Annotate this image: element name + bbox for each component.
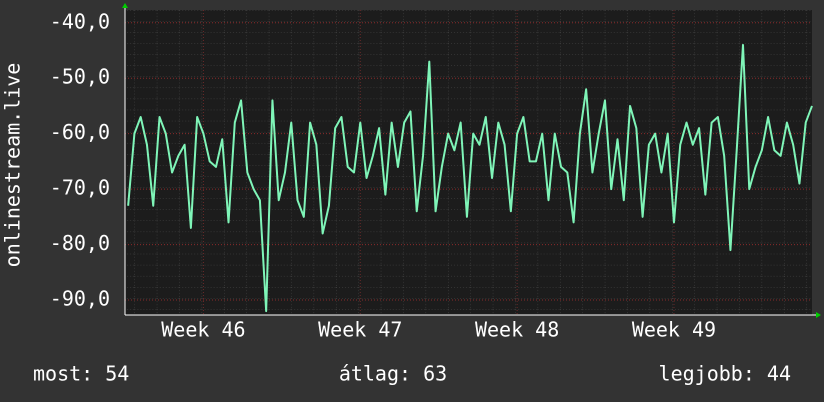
y-axis-arrow [122, 3, 128, 8]
footer-average: átlag: 63 [339, 362, 447, 386]
x-tick-label: Week 49 [632, 318, 716, 342]
y-tick-label: -70,0 [50, 176, 110, 200]
y-tick-label: -60,0 [50, 120, 110, 144]
x-tick-label: Week 48 [475, 318, 559, 342]
x-axis-arrow [816, 312, 821, 318]
footer-best: legjobb: 44 [659, 362, 791, 386]
minor-grid [125, 10, 812, 315]
y-axis-label: onlinestream.live [1, 63, 25, 268]
footer-most: most: 54 [33, 362, 129, 386]
y-tick-label: -80,0 [50, 231, 110, 255]
y-tick-label: -40,0 [50, 9, 110, 33]
y-tick-label: -50,0 [50, 65, 110, 89]
y-tick-label: -90,0 [50, 287, 110, 311]
x-tick-label: Week 46 [161, 318, 245, 342]
data-line [127, 43, 813, 313]
x-tick-label: Week 47 [318, 318, 402, 342]
